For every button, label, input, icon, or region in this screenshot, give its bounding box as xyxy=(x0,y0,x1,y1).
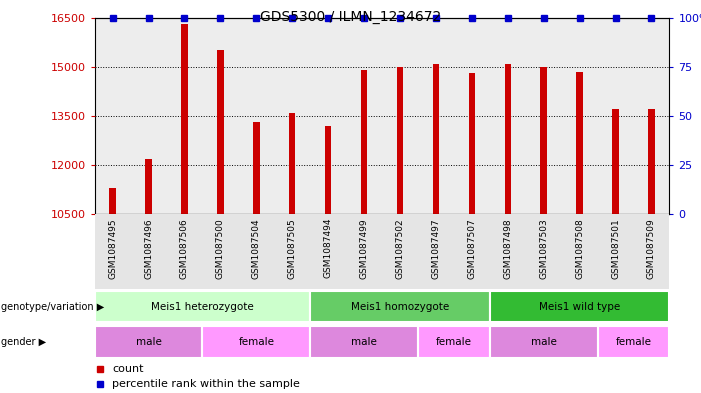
Bar xyxy=(634,214,669,289)
Text: Meis1 wild type: Meis1 wild type xyxy=(539,301,620,312)
Text: Meis1 homozygote: Meis1 homozygote xyxy=(351,301,449,312)
Bar xyxy=(203,18,238,214)
Text: GSM1087497: GSM1087497 xyxy=(431,218,440,279)
Bar xyxy=(274,214,310,289)
Bar xyxy=(238,18,274,214)
Text: GSM1087504: GSM1087504 xyxy=(252,218,261,279)
Text: Meis1 heterozygote: Meis1 heterozygote xyxy=(151,301,254,312)
Text: GSM1087499: GSM1087499 xyxy=(360,218,369,279)
Bar xyxy=(310,290,490,322)
Text: gender ▶: gender ▶ xyxy=(1,337,46,347)
Bar xyxy=(217,50,224,214)
Bar xyxy=(597,18,634,214)
Bar xyxy=(182,24,188,214)
Bar xyxy=(167,18,203,214)
Bar xyxy=(382,214,418,289)
Bar xyxy=(454,214,490,289)
Text: percentile rank within the sample: percentile rank within the sample xyxy=(112,378,300,389)
Bar xyxy=(253,123,259,214)
Text: female: female xyxy=(436,337,472,347)
Bar xyxy=(490,326,597,358)
Bar xyxy=(382,18,418,214)
Bar xyxy=(597,214,634,289)
Text: GSM1087498: GSM1087498 xyxy=(503,218,512,279)
Text: GSM1087502: GSM1087502 xyxy=(395,218,404,279)
Bar xyxy=(454,18,490,214)
Text: GSM1087505: GSM1087505 xyxy=(287,218,297,279)
Bar xyxy=(310,18,346,214)
Text: GSM1087509: GSM1087509 xyxy=(647,218,656,279)
Text: GSM1087503: GSM1087503 xyxy=(539,218,548,279)
Bar xyxy=(95,18,130,214)
Text: male: male xyxy=(531,337,557,347)
Bar xyxy=(490,290,669,322)
Bar xyxy=(562,214,597,289)
Bar xyxy=(418,214,454,289)
Bar xyxy=(130,18,167,214)
Bar xyxy=(648,109,655,214)
Bar xyxy=(490,18,526,214)
Bar xyxy=(505,64,511,214)
Bar xyxy=(418,18,454,214)
Bar xyxy=(109,188,116,214)
Bar xyxy=(325,126,332,214)
Bar xyxy=(274,18,310,214)
Bar xyxy=(418,326,490,358)
Bar xyxy=(310,214,346,289)
Text: female: female xyxy=(238,337,274,347)
Bar xyxy=(95,290,310,322)
Bar xyxy=(145,158,151,214)
Bar xyxy=(95,326,203,358)
Bar xyxy=(95,214,130,289)
Text: GSM1087507: GSM1087507 xyxy=(468,218,477,279)
Bar xyxy=(238,214,274,289)
Text: GSM1087501: GSM1087501 xyxy=(611,218,620,279)
Bar xyxy=(361,70,367,214)
Text: GSM1087508: GSM1087508 xyxy=(575,218,584,279)
Bar xyxy=(526,18,562,214)
Text: GSM1087506: GSM1087506 xyxy=(180,218,189,279)
Bar xyxy=(526,214,562,289)
Bar xyxy=(397,67,403,214)
Text: GSM1087494: GSM1087494 xyxy=(324,218,333,278)
Text: count: count xyxy=(112,364,144,374)
Bar xyxy=(346,18,382,214)
Bar xyxy=(634,18,669,214)
Bar xyxy=(613,109,619,214)
Bar xyxy=(490,214,526,289)
Text: male: male xyxy=(351,337,377,347)
Bar xyxy=(469,73,475,214)
Bar xyxy=(433,64,439,214)
Bar xyxy=(130,214,167,289)
Text: GSM1087496: GSM1087496 xyxy=(144,218,153,279)
Bar xyxy=(310,326,418,358)
Bar xyxy=(203,326,310,358)
Bar xyxy=(203,214,238,289)
Text: male: male xyxy=(135,337,161,347)
Bar xyxy=(597,326,669,358)
Bar xyxy=(346,214,382,289)
Text: GDS5300 / ILMN_1234672: GDS5300 / ILMN_1234672 xyxy=(260,10,441,24)
Bar xyxy=(167,214,203,289)
Bar xyxy=(576,72,583,214)
Bar xyxy=(540,67,547,214)
Text: female: female xyxy=(615,337,651,347)
Text: genotype/variation ▶: genotype/variation ▶ xyxy=(1,301,104,312)
Bar xyxy=(289,113,295,214)
Text: GSM1087495: GSM1087495 xyxy=(108,218,117,279)
Text: GSM1087500: GSM1087500 xyxy=(216,218,225,279)
Bar xyxy=(562,18,597,214)
